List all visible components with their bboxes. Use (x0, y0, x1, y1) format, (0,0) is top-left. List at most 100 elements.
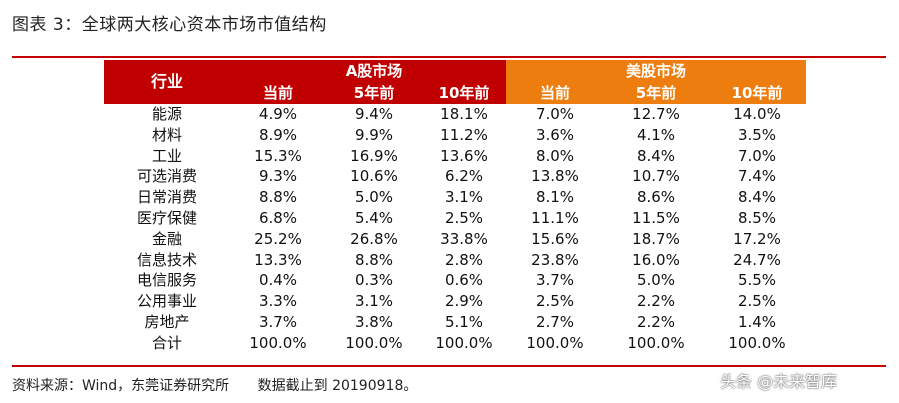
table-cell: 11.2% (440, 125, 488, 144)
table-cell: 6.8% (258, 208, 298, 227)
table-row: 能源 4.9% 9.4% 18.1% 7.0% 12.7% 14.0% (104, 104, 806, 125)
table-cell: 10.7% (632, 167, 680, 186)
table-cell: 8.5% (737, 208, 777, 227)
table-cell: 16.0% (632, 250, 680, 269)
table-cell: 17.2% (733, 229, 781, 248)
table-cell: 3.3% (258, 292, 298, 311)
header-us-10y: 10年前 (708, 82, 806, 104)
table-row: 公用事业 3.3% 3.1% 2.9% 2.5% 2.2% 2.5% (104, 291, 806, 312)
table-cell: 100.0% (345, 333, 403, 352)
table-row: 信息技术 13.3% 8.8% 2.8% 23.8% 16.0% 24.7% (104, 250, 806, 271)
table-cell: 3.6% (535, 125, 575, 144)
row-label: 医疗保健 (136, 208, 197, 227)
table-cell: 9.9% (354, 125, 394, 144)
source-text: 资料来源：Wind，东莞证券研究所 (12, 378, 230, 394)
table-row: 材料 8.9% 9.9% 11.2% 3.6% 4.1% 3.5% (104, 125, 806, 146)
header-industry: 行业 (104, 60, 230, 104)
table-cell: 18.7% (632, 229, 680, 248)
header-us-current: 当前 (506, 82, 604, 104)
table-row: 合计 100.0% 100.0% 100.0% 100.0% 100.0% 100.0% (104, 333, 806, 354)
table-cell: 5.0% (636, 271, 676, 290)
header-us-group: 美股市场 (604, 60, 708, 82)
table-row: 医疗保健 6.8% 5.4% 2.5% 11.1% 11.5% 8.5% (104, 208, 806, 229)
watermark-text: 头条 @未来智库 (720, 372, 838, 391)
table-cell: 26.8% (350, 229, 398, 248)
table-cell: 15.3% (254, 146, 302, 165)
table-cell: 8.8% (354, 250, 394, 269)
table-cell: 8.0% (535, 146, 575, 165)
row-label: 电信服务 (136, 271, 197, 290)
table-cell: 7.4% (737, 167, 777, 186)
table-cell: 5.4% (354, 208, 394, 227)
table-cell: 4.1% (636, 125, 676, 144)
date-note: 数据截止到 20190918。 (257, 378, 418, 394)
header-a-10y: 10年前 (422, 82, 506, 104)
table-cell: 33.8% (440, 229, 488, 248)
table-cell: 2.7% (535, 312, 575, 331)
table-cell: 3.7% (258, 312, 298, 331)
header-a-current: 当前 (230, 82, 326, 104)
table-cell: 3.5% (737, 125, 777, 144)
table-cell: 8.4% (636, 146, 676, 165)
table-cell: 8.6% (636, 188, 676, 207)
table-cell: 13.6% (440, 146, 488, 165)
row-label: 材料 (151, 125, 182, 144)
table-cell: 15.6% (531, 229, 579, 248)
table-cell: 3.8% (354, 312, 394, 331)
table-cell: 2.5% (444, 208, 484, 227)
table-cell: 2.2% (636, 312, 676, 331)
top-divider (12, 56, 886, 58)
table-cell: 8.4% (737, 188, 777, 207)
row-label: 公用事业 (136, 292, 197, 311)
table-cell: 5.0% (354, 188, 394, 207)
table-cell: 6.2% (444, 167, 484, 186)
table-cell: 13.8% (531, 167, 579, 186)
table-row: 工业 15.3% 16.9% 13.6% 8.0% 8.4% 7.0% (104, 146, 806, 167)
table-cell: 7.0% (737, 146, 777, 165)
table-cell: 5.5% (737, 271, 777, 290)
table-cell: 11.1% (531, 208, 579, 227)
table-cell: 100.0% (526, 333, 584, 352)
table-cell: 8.8% (258, 188, 298, 207)
table-cell: 24.7% (733, 250, 781, 269)
table-cell: 1.4% (737, 312, 777, 331)
table-row: 房地产 3.7% 3.8% 5.1% 2.7% 2.2% 1.4% (104, 312, 806, 333)
table-cell: 3.7% (535, 271, 575, 290)
table-cell: 3.1% (444, 188, 484, 207)
table-row: 电信服务 0.4% 0.3% 0.6% 3.7% 5.0% 5.5% (104, 270, 806, 291)
table-cell: 2.5% (737, 292, 777, 311)
table-cell: 16.9% (350, 146, 398, 165)
table-cell: 4.9% (258, 105, 298, 123)
table-cell: 8.1% (535, 188, 575, 207)
row-label: 金融 (151, 229, 182, 248)
table-cell: 9.3% (258, 167, 298, 186)
table-cell: 2.5% (535, 292, 575, 311)
table-cell: 25.2% (254, 229, 302, 248)
table-cell: 0.6% (444, 271, 484, 290)
table-cell: 0.4% (258, 271, 298, 290)
table-cell: 2.2% (636, 292, 676, 311)
row-label: 房地产 (144, 312, 190, 331)
watermark: 头条 @未来智库 (720, 368, 837, 392)
table-row: 日常消费 8.8% 5.0% 3.1% 8.1% 8.6% 8.4% (104, 187, 806, 208)
table-cell: 11.5% (632, 208, 680, 227)
market-structure-table: 行业 A股市场 美股市场 当前 5年前 10年前 当前 5年前 10年前 能源 4… (104, 60, 806, 354)
table-row: 可选消费 9.3% 10.6% 6.2% 13.8% 10.7% 7.4% (104, 166, 806, 187)
source-note: 资料来源：Wind，东莞证券研究所 数据截止到 20190918。 (12, 375, 417, 395)
figure-title: 图表 3：全球两大核心资本市场市值结构 (12, 15, 327, 35)
table-cell: 3.1% (354, 292, 394, 311)
table-cell: 14.0% (733, 105, 781, 123)
row-label: 能源 (151, 105, 182, 123)
table-cell: 12.7% (632, 105, 680, 123)
table-cell: 18.1% (440, 105, 488, 123)
row-label: 合计 (151, 333, 182, 352)
table-cell: 0.3% (354, 271, 394, 290)
table-cell: 5.1% (444, 312, 484, 331)
table-cell: 100.0% (728, 333, 786, 352)
row-label: 日常消费 (136, 188, 197, 207)
row-label: 信息技术 (136, 250, 197, 269)
table-cell: 2.9% (444, 292, 484, 311)
row-label: 工业 (151, 146, 182, 165)
row-label: 可选消费 (136, 167, 197, 186)
table-body: 能源 4.9% 9.4% 18.1% 7.0% 12.7% 14.0% 材料 8.9% 9.9% 1… (104, 104, 806, 354)
